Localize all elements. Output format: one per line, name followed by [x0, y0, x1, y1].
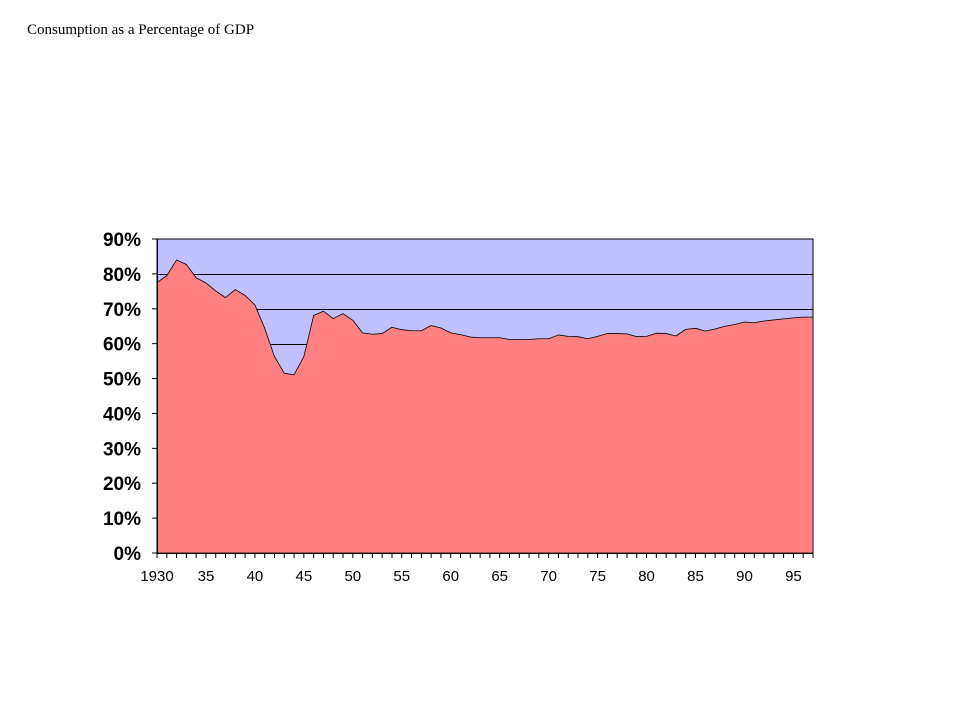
x-axis: 1930 35 40 45 50 55 60 65 70 75 80 85 90 95: [140, 553, 814, 585]
x-tick-label: 50: [344, 568, 361, 585]
y-axis: 0% 10% 20% 30% 40% 50% 60% 70% 80% 90%: [103, 230, 158, 565]
y-tick-label: 10%: [103, 509, 141, 530]
y-tick-label: 0%: [114, 544, 142, 565]
y-tick-label: 20%: [103, 474, 141, 495]
x-tick-label: 85: [687, 568, 704, 585]
y-tick-label: 70%: [103, 300, 141, 321]
x-tick-label: 90: [736, 568, 753, 585]
y-tick-label: 30%: [103, 439, 141, 460]
slide-title: Consumption as a Percentage of GDP: [27, 22, 255, 38]
x-tick-label: 1930: [140, 568, 173, 585]
consumption-area: [156, 259, 814, 554]
x-tick-label: 65: [491, 568, 508, 585]
x-tick-label: 35: [198, 568, 215, 585]
x-tick-label: 95: [785, 568, 802, 585]
y-tick-label: 80%: [103, 265, 141, 286]
x-tick-label: 80: [638, 568, 655, 585]
x-tick-label: 75: [589, 568, 606, 585]
x-tick-label: 60: [442, 568, 459, 585]
y-tick-label: 50%: [103, 370, 141, 391]
x-tick-label: 70: [540, 568, 557, 585]
y-tick-label: 40%: [103, 404, 141, 425]
x-tick-label: 45: [296, 568, 313, 585]
x-tick-label: 40: [247, 568, 264, 585]
x-tick-label: 55: [393, 568, 410, 585]
y-tick-label: 90%: [103, 230, 141, 251]
y-tick-label: 60%: [103, 335, 141, 356]
